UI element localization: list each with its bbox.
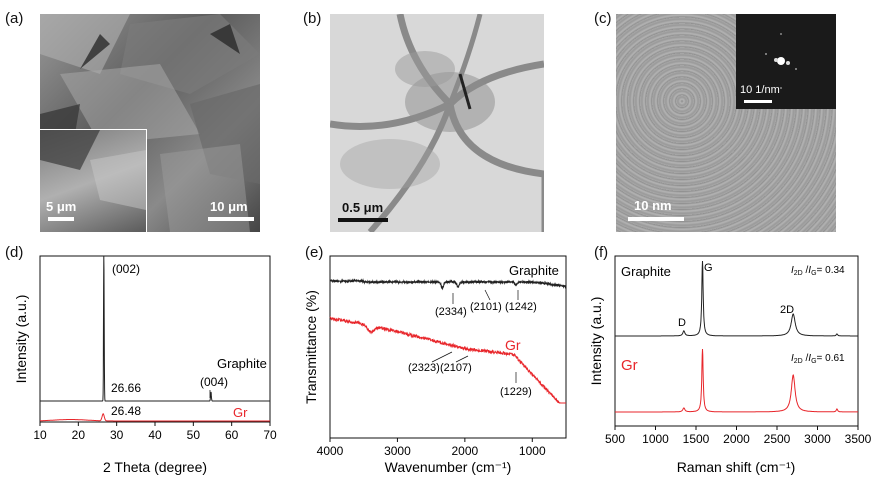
x-tick-label: 2000 (452, 444, 479, 458)
gr-name: Gr (621, 357, 638, 374)
x-tick-label: 1000 (519, 444, 546, 458)
peak-004-label: (004) (200, 375, 228, 389)
x-tick-label: 4000 (317, 444, 344, 458)
gr-name: Gr (505, 337, 521, 353)
scale-bar (338, 218, 388, 222)
series-graphite (615, 260, 858, 337)
saed-inset: 10 1/nm (736, 14, 836, 109)
series-graphite (329, 278, 567, 291)
y-axis-label: Transmittance (%) (303, 290, 319, 404)
dip-2334: (2334) (435, 306, 467, 318)
graphite-name: Graphite (509, 263, 559, 278)
series-graphite (40, 255, 270, 402)
y-axis-label: Intensity (a.u.) (588, 297, 604, 386)
peak-002-label: (002) (112, 262, 140, 276)
inset-scale-bar (744, 100, 772, 103)
x-axis-label: Raman shift (cm⁻¹) (677, 459, 796, 475)
plot-frame (614, 255, 859, 427)
dip-2101: (2101) (470, 301, 502, 313)
panel-label-a: (a) (5, 10, 24, 27)
tem-image: 0.5 μm (330, 14, 544, 232)
x-tick-label: 2500 (764, 432, 791, 446)
panel-label-f: (f) (594, 244, 609, 261)
scale-text: 0.5 μm (342, 200, 384, 215)
series-gr (40, 413, 270, 422)
x-tick-label: 40 (148, 428, 162, 442)
gr-name: Gr (233, 405, 248, 420)
ratio-graphite: I2D /IG= 0.34 (791, 265, 845, 277)
graphite-name: Graphite (621, 264, 671, 279)
scale-inset-text: 5 μm (46, 199, 77, 214)
x-tick-label: 70 (263, 428, 277, 442)
x-tick-label: 60 (225, 428, 239, 442)
x-tick-label: 3500 (845, 432, 872, 446)
gr-peak-value: 26.48 (111, 404, 141, 418)
x-ticks: 4000 3000 2000 1000 (317, 438, 546, 458)
x-axis-label: 2 Theta (degree) (103, 459, 207, 475)
inset-scale-text: 10 1/nm (740, 84, 780, 96)
xrd-chart: 10 20 30 40 50 60 70 2 Theta (degree) Intensit… (13, 255, 277, 475)
graphite-name: Graphite (217, 356, 267, 371)
peak-2D-label: 2D (780, 304, 794, 316)
panel-label-b: (b) (303, 10, 322, 27)
scale-main-bar (208, 217, 254, 221)
dip-2323: (2323) (408, 362, 440, 374)
x-tick-label: 1500 (683, 432, 710, 446)
x-tick-label: 500 (605, 432, 625, 446)
hrtem-image: 10 1/nm 10 nm (616, 14, 836, 232)
x-ticks: 10 20 30 40 50 60 70 (33, 422, 277, 442)
peak-G-label: G (704, 262, 713, 274)
x-axis-label: Wavenumber (cm⁻¹) (385, 459, 512, 475)
peak-D-label: D (678, 317, 686, 329)
x-tick-label: 30 (110, 428, 124, 442)
ratio-gr: I2D /IG= 0.61 (791, 353, 845, 365)
series-gr (615, 348, 858, 413)
dip-2107: (2107) (440, 362, 472, 374)
raman-chart: 500 1000 1500 2000 2500 3000 3500 Raman shift … (588, 255, 872, 475)
x-tick-label: 3000 (384, 444, 411, 458)
dip-1229: (1229) (500, 386, 532, 398)
x-tick-label: 20 (72, 428, 86, 442)
x-tick-label: 3000 (804, 432, 831, 446)
y-axis-label: Intensity (a.u.) (13, 295, 29, 384)
x-tick-label: 10 (33, 428, 47, 442)
panel-label-d: (d) (5, 244, 24, 261)
plot-frame (39, 255, 271, 423)
series-gr (329, 316, 566, 404)
scale-main-text: 10 μm (210, 199, 248, 214)
sem-image: 5 μm 10 μm (40, 14, 260, 232)
sem-inset (40, 129, 147, 232)
scale-text: 10 nm (634, 198, 672, 213)
x-tick-label: 50 (187, 428, 201, 442)
scale-inset-bar (48, 217, 74, 221)
panel-label-e: (e) (305, 244, 324, 261)
scale-bar (628, 217, 684, 221)
x-tick-label: 2000 (723, 432, 750, 446)
x-ticks: 500 1000 1500 2000 2500 3000 3500 (605, 426, 872, 446)
dip-1242: (1242) (505, 301, 537, 313)
graphite-peak-value: 26.66 (111, 381, 141, 395)
ftir-chart: 4000 3000 2000 1000 Wavenumber (cm⁻¹) Trans… (303, 255, 567, 475)
plot-frame (329, 255, 567, 439)
panel-label-c: (c) (594, 10, 612, 27)
x-tick-label: 1000 (642, 432, 669, 446)
